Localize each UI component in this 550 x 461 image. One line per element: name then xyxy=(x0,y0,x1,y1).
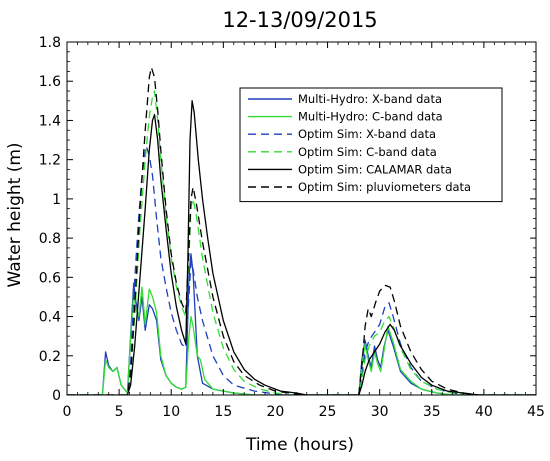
legend-entry: Optim Sim: C-band data xyxy=(298,145,437,159)
y-tick-label: 0.2 xyxy=(39,349,61,365)
series-line-5 xyxy=(67,100,536,395)
legend-box xyxy=(239,87,503,203)
y-tick-label: 1 xyxy=(52,192,61,208)
x-tick-label: 35 xyxy=(423,404,441,420)
x-tick-label: 40 xyxy=(475,404,493,420)
y-tick-label: 1.8 xyxy=(39,35,61,51)
series-line-2 xyxy=(67,286,536,395)
x-tick-label: 30 xyxy=(371,404,389,420)
series-line-3 xyxy=(67,145,536,395)
x-tick-label: 20 xyxy=(267,404,285,420)
y-tick-label: 0.8 xyxy=(39,231,61,247)
y-tick-label: 0.4 xyxy=(39,310,61,326)
ticks-layer: 0 5 10 15 20 25 30 35 40 45 0 0.2 0.4 0.6 0.8 1 1.2 1.4 1.… xyxy=(39,35,545,420)
x-tick-label: 10 xyxy=(162,404,180,420)
y-tick-label: 1.2 xyxy=(39,153,61,169)
y-tick-label: 1.6 xyxy=(39,74,61,90)
x-tick-label: 15 xyxy=(214,404,232,420)
legend-entry: Multi-Hydro: X-band data xyxy=(298,92,442,106)
legend-entry: Optim Sim: pluviometers data xyxy=(298,180,471,194)
legend-entry: Optim Sim: CALAMAR data xyxy=(298,162,452,176)
series-line-4 xyxy=(67,90,536,395)
y-tick-label: 0.6 xyxy=(39,270,61,286)
legend: Multi-Hydro: X-band data Multi-Hydro: C-b… xyxy=(239,87,503,203)
y-tick-label: 1.4 xyxy=(39,113,61,129)
x-tick-label: 5 xyxy=(115,404,124,420)
series-line-1 xyxy=(67,253,536,395)
legend-entry: Multi-Hydro: C-band data xyxy=(298,110,443,124)
chart-title: 12-13/09/2015 xyxy=(222,8,377,32)
series-line-6 xyxy=(67,66,536,395)
x-tick-label: 0 xyxy=(63,404,72,420)
x-tick-label: 25 xyxy=(319,404,337,420)
legend-entry: Optim Sim: X-band data xyxy=(298,127,436,141)
x-tick-label: 45 xyxy=(527,404,545,420)
y-tick-label: 0 xyxy=(52,388,61,404)
x-axis-label: Time (hours) xyxy=(245,435,354,455)
y-axis-label: Water height (m) xyxy=(5,142,25,287)
series-layer xyxy=(67,66,536,395)
